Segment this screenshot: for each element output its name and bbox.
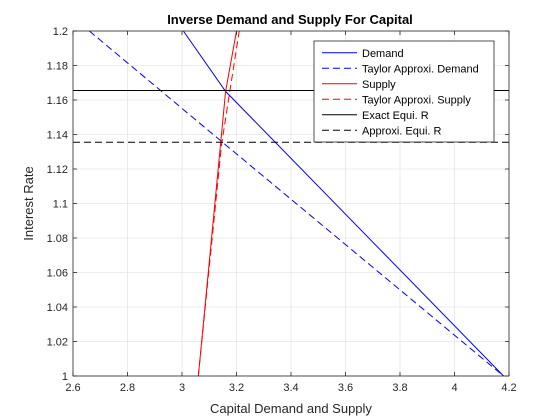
- legend: Demand Taylor Approxi. Demand Supply Taylor…: [313, 40, 495, 143]
- y-tick-label-8: 1.16: [47, 95, 68, 107]
- series-line-1: [89, 31, 504, 376]
- x-axis-label: Capital Demand and Supply: [210, 401, 372, 416]
- x-tick-label-4: 3.4: [283, 382, 298, 394]
- x-tick-label-2: 3: [179, 382, 185, 394]
- y-tick-label-7: 1.14: [47, 130, 68, 142]
- y-tick-label-3: 1.06: [47, 268, 68, 280]
- series-line-2: [197, 31, 237, 376]
- legend-label-4: Exact Equi. R: [362, 110, 429, 122]
- legend-box: [313, 40, 495, 143]
- y-tick-label-6: 1.12: [47, 164, 68, 176]
- legend-label-0: Demand: [362, 48, 404, 60]
- y-axis-label: Interest Rate: [21, 166, 36, 240]
- y-tick-label-1: 1.02: [47, 337, 68, 349]
- legend-label-1: Taylor Approxi. Demand: [362, 63, 479, 75]
- x-tick-label-5: 3.6: [338, 382, 353, 394]
- y-tick-label-9: 1.18: [47, 61, 68, 73]
- x-tick-label-6: 3.8: [392, 382, 407, 394]
- y-tick-label-4: 1.08: [47, 233, 68, 245]
- chart-title: Inverse Demand and Supply For Capital: [167, 12, 413, 27]
- series-line-3: [197, 31, 240, 376]
- legend-label-3: Taylor Approxi. Supply: [362, 94, 471, 106]
- y-tick-label-2: 1.04: [47, 302, 68, 314]
- y-tick-label-5: 1.1: [53, 199, 68, 211]
- y-tick-label-0: 1: [62, 371, 68, 383]
- y-tick-label-10: 1.2: [53, 26, 68, 38]
- x-tick-label-1: 2.8: [120, 382, 135, 394]
- legend-label-2: Supply: [362, 79, 396, 91]
- x-tick-label-3: 3.2: [229, 382, 244, 394]
- x-tick-label-7: 4: [451, 382, 457, 394]
- tick-layer: 2.6 2.8 3 3.2 3.4 3.6 3.8 4 4.2 1 1.02 1.04 1.06 1.08…: [47, 26, 517, 394]
- legend-label-5: Approxi. Equi. R: [362, 125, 442, 137]
- x-tick-label-8: 4.2: [501, 382, 516, 394]
- x-tick-label-0: 2.6: [65, 382, 80, 394]
